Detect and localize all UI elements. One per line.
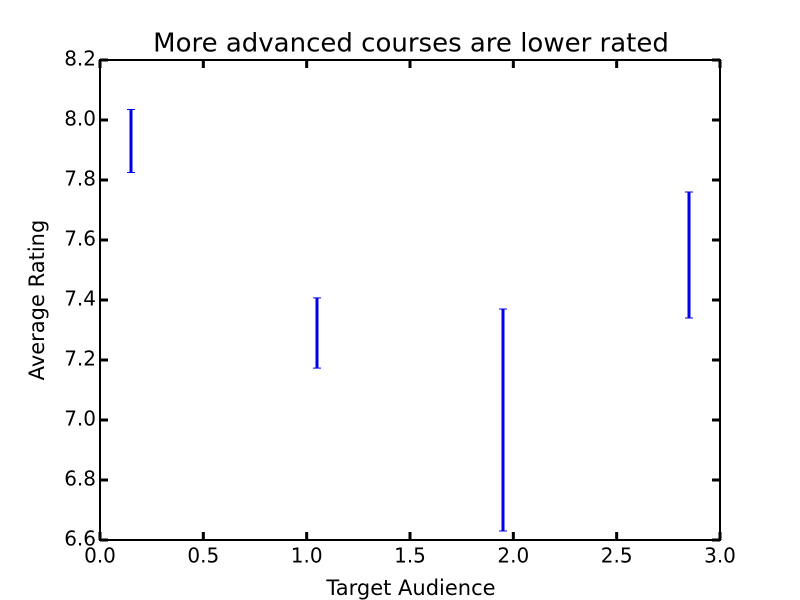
y-tick-label: 7.0 [64, 407, 96, 431]
x-tick-label: 0.5 [187, 544, 219, 568]
x-tick-label: 2.0 [497, 544, 529, 568]
y-tick-label: 6.6 [64, 527, 96, 551]
x-axis-label: Target Audience [325, 576, 495, 600]
plot-frame [99, 59, 721, 541]
y-axis-label: Average Rating [25, 220, 49, 381]
x-tick-label: 0.0 [84, 544, 116, 568]
x-tick-label: 1.0 [291, 544, 323, 568]
y-tick-label: 8.2 [64, 47, 96, 71]
error-bar [127, 109, 135, 173]
y-tick-label: 7.8 [64, 167, 96, 191]
y-tick-label: 6.8 [64, 467, 96, 491]
x-tick-label: 3.0 [704, 544, 736, 568]
x-tick-label: 2.5 [601, 544, 633, 568]
chart-title: More advanced courses are lower rated [153, 29, 669, 59]
error-bar [685, 191, 693, 319]
error-bar [313, 297, 321, 369]
y-tick-label: 7.4 [64, 287, 96, 311]
y-tick-label: 7.2 [64, 347, 96, 371]
y-tick-label: 8.0 [64, 107, 96, 131]
error-bar [499, 308, 507, 532]
x-tick-label: 1.5 [394, 544, 426, 568]
y-tick-label: 7.6 [64, 227, 96, 251]
